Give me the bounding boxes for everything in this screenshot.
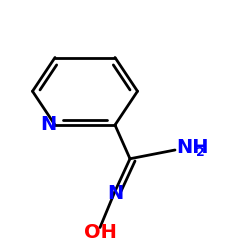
Text: NH: NH <box>176 138 209 157</box>
Text: N: N <box>40 116 57 134</box>
Text: N: N <box>107 184 123 203</box>
Text: 2: 2 <box>196 146 205 159</box>
Text: OH: OH <box>84 223 116 242</box>
